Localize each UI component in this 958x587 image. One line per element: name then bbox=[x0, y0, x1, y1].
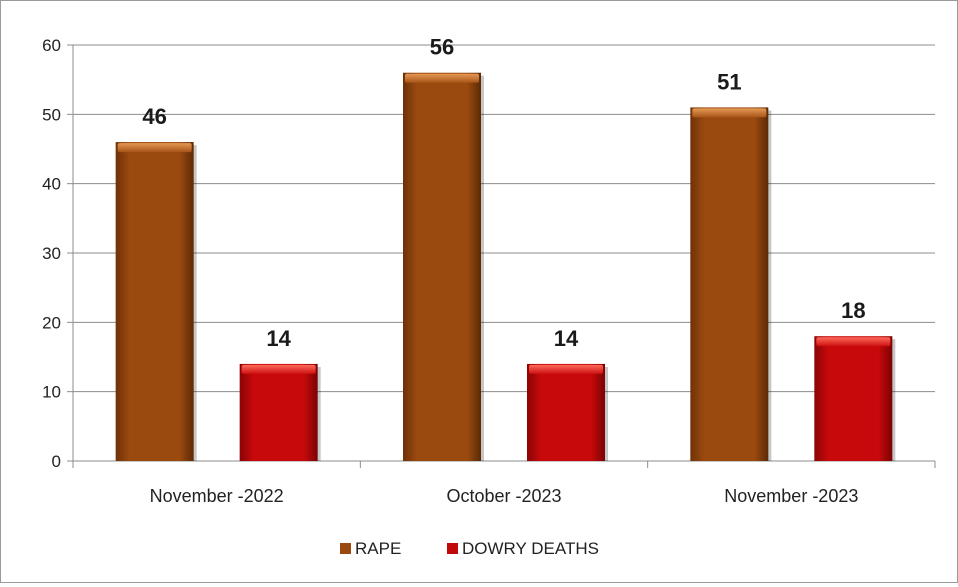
bar-rape bbox=[690, 107, 769, 462]
data-label: 51 bbox=[717, 69, 741, 94]
y-tick-label: 50 bbox=[42, 105, 61, 124]
axes: 0 10 20 30 40 50 60 November -2022 October -2023… bbox=[42, 36, 936, 506]
data-label: 14 bbox=[554, 326, 579, 351]
bar-dowry-deaths bbox=[527, 363, 605, 461]
legend-swatch-dowry-deaths bbox=[447, 543, 458, 554]
y-tick-label: 10 bbox=[42, 383, 61, 402]
bar-dowry-deaths bbox=[239, 363, 318, 461]
x-tick-label: November -2023 bbox=[724, 486, 858, 506]
bar-cap bbox=[692, 108, 767, 118]
data-label: 46 bbox=[142, 104, 166, 129]
y-tick-label: 20 bbox=[42, 313, 61, 332]
y-tick-label: 0 bbox=[52, 452, 61, 471]
bar-cap bbox=[529, 364, 603, 374]
gridlines bbox=[73, 44, 935, 393]
legend-label-rape: RAPE bbox=[355, 539, 401, 558]
data-label: 18 bbox=[841, 298, 865, 323]
x-tick-label: October -2023 bbox=[446, 486, 561, 506]
x-tick-label: November -2022 bbox=[150, 486, 284, 506]
y-tick-label: 60 bbox=[42, 36, 61, 55]
legend-label-dowry-deaths: DOWRY DEATHS bbox=[462, 539, 599, 558]
data-labels: 46 56 51 14 14 18 bbox=[142, 35, 865, 351]
legend-swatch-rape bbox=[340, 543, 351, 554]
bar-rape bbox=[115, 142, 194, 462]
bar-dowry-deaths bbox=[814, 336, 893, 461]
y-tick-label: 30 bbox=[42, 244, 61, 263]
legend: RAPE DOWRY DEATHS bbox=[340, 539, 599, 558]
data-label: 14 bbox=[266, 326, 291, 351]
bar-cap bbox=[816, 337, 891, 347]
bars bbox=[115, 72, 896, 462]
bar-cap bbox=[117, 143, 192, 153]
bar-cap bbox=[241, 364, 316, 374]
bar-rape bbox=[403, 72, 481, 461]
data-label: 56 bbox=[430, 35, 454, 60]
y-tick-label: 40 bbox=[42, 175, 61, 194]
bar-cap bbox=[405, 73, 479, 83]
